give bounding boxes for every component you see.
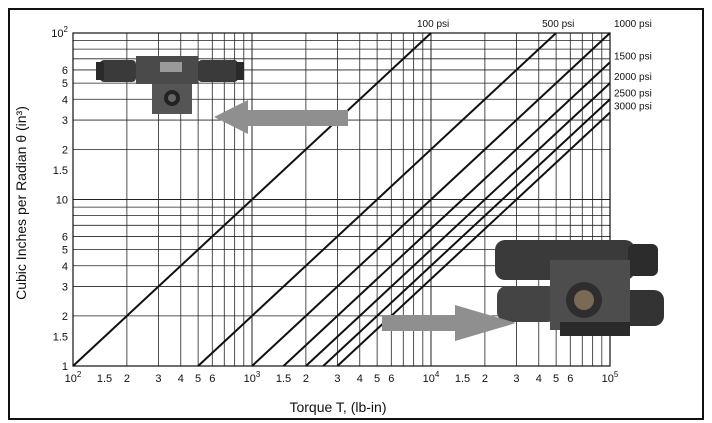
y-tick-label: 1.5	[53, 165, 68, 177]
series-labels: 100 psi 500 psi 1000 psi 1500 psi 2000 psi 25…	[417, 19, 652, 113]
series-label: 100 psi	[417, 19, 449, 30]
x-tick-label: 2	[124, 373, 130, 385]
x-tick-label: 6	[209, 373, 215, 385]
y-tick-label: 5	[62, 245, 68, 257]
x-tick-label: 1.5	[276, 373, 291, 385]
x-tick-label: 3	[155, 373, 161, 385]
large-rotary-actuator-photo	[495, 240, 664, 336]
arrow-right	[382, 305, 516, 341]
series-label: 500 psi	[542, 19, 574, 30]
x-tick-label: 5	[195, 373, 201, 385]
small-rotary-actuator-photo	[96, 56, 244, 114]
y-tick-label: 102	[51, 25, 68, 40]
x-tick-label: 2	[482, 373, 488, 385]
x-tick-label: 3	[513, 373, 519, 385]
y-axis-label: Cubic Inches per Radian θ (in³)	[13, 106, 29, 300]
series-line	[282, 61, 611, 367]
series-line	[305, 82, 611, 367]
x-tick-label: 4	[357, 373, 363, 385]
series-line	[322, 98, 611, 367]
y-tick-label: 10	[56, 195, 68, 207]
series-line	[251, 32, 611, 367]
x-tick-label: 2	[303, 373, 309, 385]
x-tick-label: 105	[602, 370, 619, 385]
plot-border	[72, 32, 611, 367]
series-label: 2000 psi	[614, 72, 652, 83]
x-tick-label: 5	[374, 373, 380, 385]
x-axis-label: Torque T, (lb-in)	[289, 399, 386, 415]
y-tick-label: 3	[62, 115, 68, 127]
series-line	[72, 32, 432, 367]
y-tick-label: 2	[62, 311, 68, 323]
series-label: 1000 psi	[614, 19, 652, 30]
x-tick-label: 4	[536, 373, 542, 385]
y-tick-label: 3	[62, 282, 68, 294]
y-tick-label: 6	[62, 65, 68, 77]
series-line	[197, 32, 557, 367]
x-tick-label: 6	[567, 373, 573, 385]
x-tick-label: 3	[334, 373, 340, 385]
x-tick-label: 5	[553, 373, 559, 385]
y-tick-label: 5	[62, 78, 68, 90]
arrow-left	[214, 100, 348, 134]
series-lines	[72, 32, 611, 367]
x-tick-label: 1.5	[455, 373, 470, 385]
y-tick-label: 4	[62, 94, 68, 106]
x-tick-label: 1.5	[97, 373, 112, 385]
y-tick-label: 1.5	[53, 332, 68, 344]
x-tick-label: 6	[388, 373, 394, 385]
y-tick-label: 2	[62, 144, 68, 156]
y-tick-label: 6	[62, 231, 68, 243]
x-tick-labels: 102 1.5 2 3 4 5 6 103 1.5 2 3 4 5 6 104 1.5 2 3 4 5 6 105	[65, 370, 619, 385]
chart-frame	[8, 8, 704, 420]
series-label: 3000 psi	[614, 102, 652, 113]
y-tick-label: 1	[62, 361, 68, 373]
x-tick-label: 103	[244, 370, 261, 385]
plot-area-border	[72, 32, 611, 367]
x-tick-label: 4	[178, 373, 184, 385]
series-label: 1500 psi	[614, 51, 652, 62]
y-tick-label: 4	[62, 261, 68, 273]
x-tick-label: 104	[423, 370, 440, 385]
series-label: 2500 psi	[614, 88, 652, 99]
